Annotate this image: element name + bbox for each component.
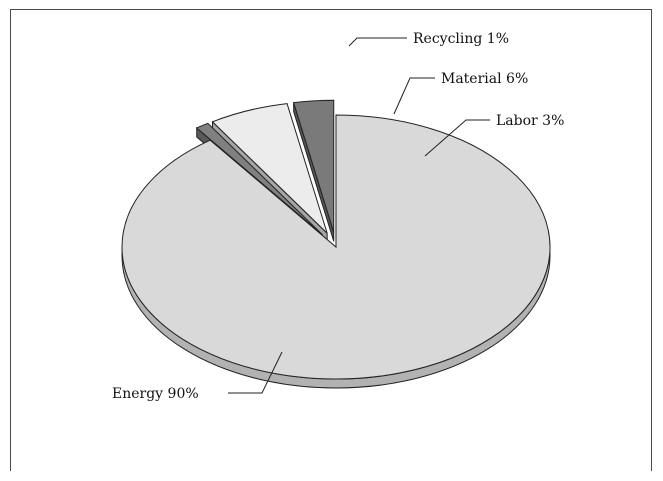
slice-labor — [292, 99, 335, 233]
leader-line-energy — [228, 351, 283, 394]
label-leaders — [228, 37, 490, 394]
leader-line-recycling — [348, 37, 407, 47]
slice-label-energy: Energy 90% — [112, 386, 199, 402]
slice-label-material: Material 6% — [441, 71, 528, 87]
slice-label-labor: Labor 3% — [496, 113, 564, 129]
slice-recycling — [195, 122, 323, 236]
pie-slices — [121, 99, 551, 380]
slice-energy — [121, 114, 551, 380]
slice-material — [211, 103, 328, 234]
slice-label-recycling: Recycling 1% — [413, 31, 509, 47]
slice-labels: Energy 90% Recycling 1% Material 6% Labo… — [112, 31, 564, 402]
leader-line-material — [393, 77, 435, 115]
leader-line-labor — [424, 119, 490, 157]
